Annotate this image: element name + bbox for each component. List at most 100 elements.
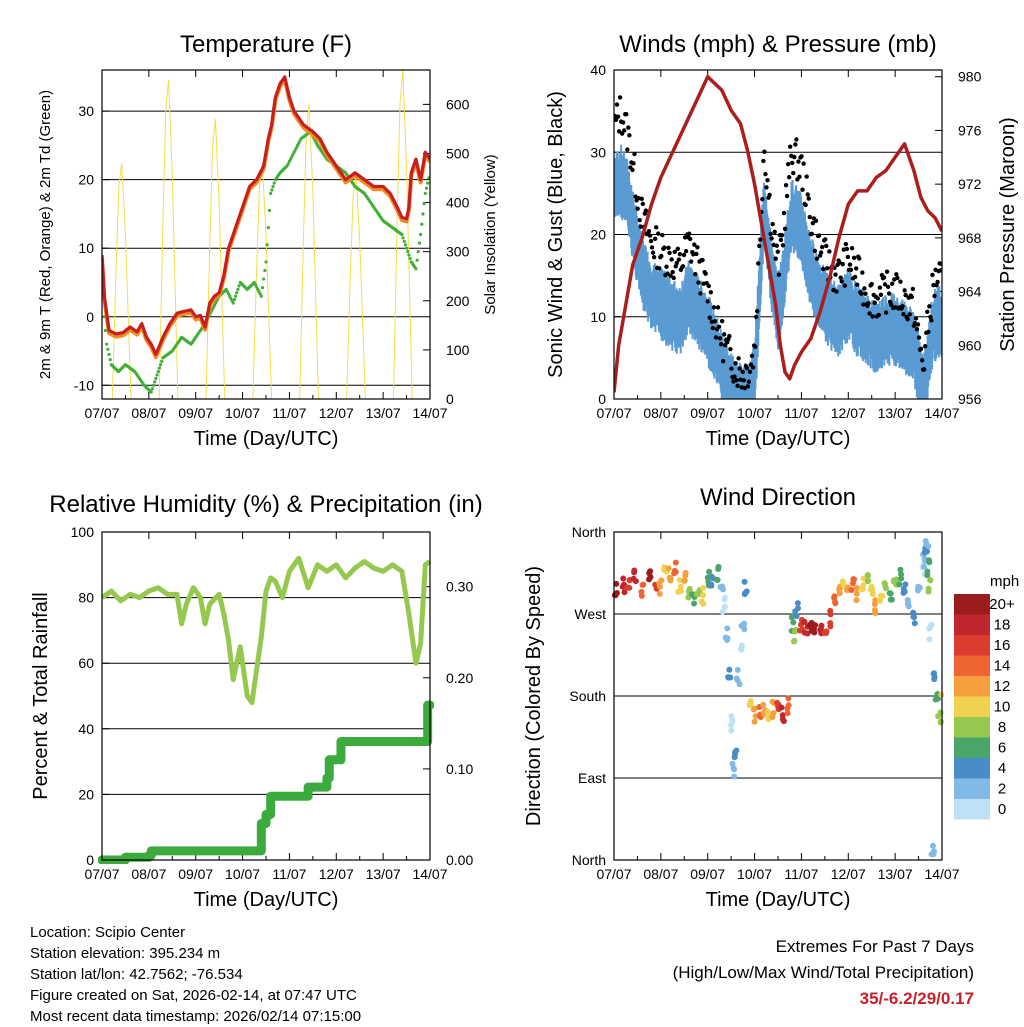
direction-point: [700, 585, 707, 592]
gust-point: [776, 272, 782, 277]
gust-point: [625, 147, 630, 152]
gust-point: [752, 344, 758, 349]
direction-point: [791, 637, 798, 644]
y2-axis-label: Solar Insolation (Yellow): [482, 154, 499, 314]
gust-point: [881, 275, 887, 280]
direction-point: [790, 619, 797, 626]
direction-point: [734, 666, 741, 673]
gust-point: [768, 231, 773, 237]
y-tick-label: 10: [78, 240, 94, 256]
gust-point: [681, 252, 687, 258]
y-tick-label: 60: [78, 655, 94, 671]
gust-point: [761, 158, 766, 164]
direction-point: [832, 598, 839, 605]
legend-label: 20+: [989, 596, 1015, 613]
direction-point: [812, 622, 819, 629]
x-tick-label: 07/07: [84, 405, 119, 421]
dewpoint-point: [272, 181, 276, 185]
x-tick-label: 14/07: [412, 866, 447, 882]
dewpoint-point: [157, 366, 161, 370]
legend-label: 4: [998, 760, 1006, 777]
direction-point: [924, 572, 931, 579]
station-latlon: Station lat/lon: 42.7562; -76.534: [30, 966, 243, 983]
gust-point: [757, 243, 762, 249]
direction-point: [804, 630, 811, 637]
x-tick-label: 12/07: [831, 866, 866, 882]
y2-tick-label: 964: [958, 284, 982, 300]
gust-point: [619, 131, 625, 136]
y2-tick-label: 0: [446, 391, 454, 407]
direction-point: [708, 582, 715, 589]
dewpoint-point: [158, 363, 163, 367]
gust-point: [930, 272, 935, 278]
solar-spike: [346, 173, 366, 399]
direction-point: [881, 580, 888, 587]
gust-point: [626, 125, 631, 130]
gust-point: [919, 358, 925, 363]
gust-point: [818, 250, 824, 255]
direction-point: [853, 597, 860, 604]
dewpoint-point: [156, 369, 160, 374]
y2-tick-label: 600: [446, 96, 470, 112]
gust-point: [659, 253, 664, 259]
gust-point: [651, 254, 657, 260]
gust-point: [719, 318, 725, 324]
dewpoint-point: [263, 268, 267, 273]
gust-point: [849, 246, 855, 251]
direction-point: [780, 718, 787, 725]
dewpoint-point: [420, 222, 424, 226]
direction-point: [794, 600, 801, 607]
gust-point: [635, 206, 640, 211]
gust-point: [668, 273, 673, 278]
direction-point: [853, 585, 860, 592]
gust-point: [903, 292, 908, 298]
dewpoint-point: [259, 294, 263, 298]
direction-point: [721, 603, 728, 610]
direction-point: [624, 584, 631, 591]
y-axis-label: Sonic Wind & Gust (Blue, Black): [545, 91, 567, 378]
gust-point: [860, 270, 865, 275]
direction-point: [926, 557, 933, 564]
panel-temp: Temperature (F) 07/07 08/07 09/07 10/07 11/07…: [37, 31, 499, 450]
x-tick-label: 10/07: [737, 866, 772, 882]
gust-point: [851, 255, 857, 260]
y-tick-label: 20: [78, 786, 94, 802]
gust-point: [885, 284, 891, 290]
direction-point: [656, 590, 663, 597]
gust-point: [615, 114, 621, 119]
dewpoint-point: [415, 258, 419, 262]
gust-point: [804, 174, 809, 179]
gust-point: [676, 257, 682, 262]
direction-point: [930, 670, 937, 677]
x-tick-label: 11/07: [784, 405, 818, 421]
direction-point: [674, 588, 681, 595]
direction-point: [677, 583, 684, 590]
dewpoint-point: [150, 387, 154, 391]
gust-point: [694, 251, 699, 257]
y-tick-label: 30: [78, 103, 94, 119]
gust-point: [763, 171, 768, 177]
dewpoint-point: [108, 357, 112, 362]
y2-tick-label: 100: [446, 342, 470, 358]
gust-point: [652, 236, 658, 241]
gust-point: [670, 269, 675, 275]
dewpoint-point: [151, 383, 156, 387]
gust-point: [939, 261, 942, 266]
dewpoint-point: [155, 373, 159, 377]
dewpoint-point: [103, 328, 108, 333]
gust-point: [720, 358, 726, 364]
gust-point: [758, 237, 763, 242]
direction-point: [888, 596, 895, 603]
gust-point: [647, 233, 653, 238]
direction-point: [897, 566, 904, 573]
gust-point: [791, 170, 796, 176]
direction-point: [898, 575, 905, 582]
direction-point: [859, 585, 866, 592]
dewpoint-point: [270, 188, 274, 192]
dewpoint-point: [235, 291, 239, 295]
dewpoint-point: [402, 239, 406, 243]
direction-point: [729, 717, 736, 724]
y-tick-label: -10: [74, 377, 94, 393]
y2-tick-label: 980: [958, 69, 982, 85]
direction-point: [801, 618, 808, 625]
